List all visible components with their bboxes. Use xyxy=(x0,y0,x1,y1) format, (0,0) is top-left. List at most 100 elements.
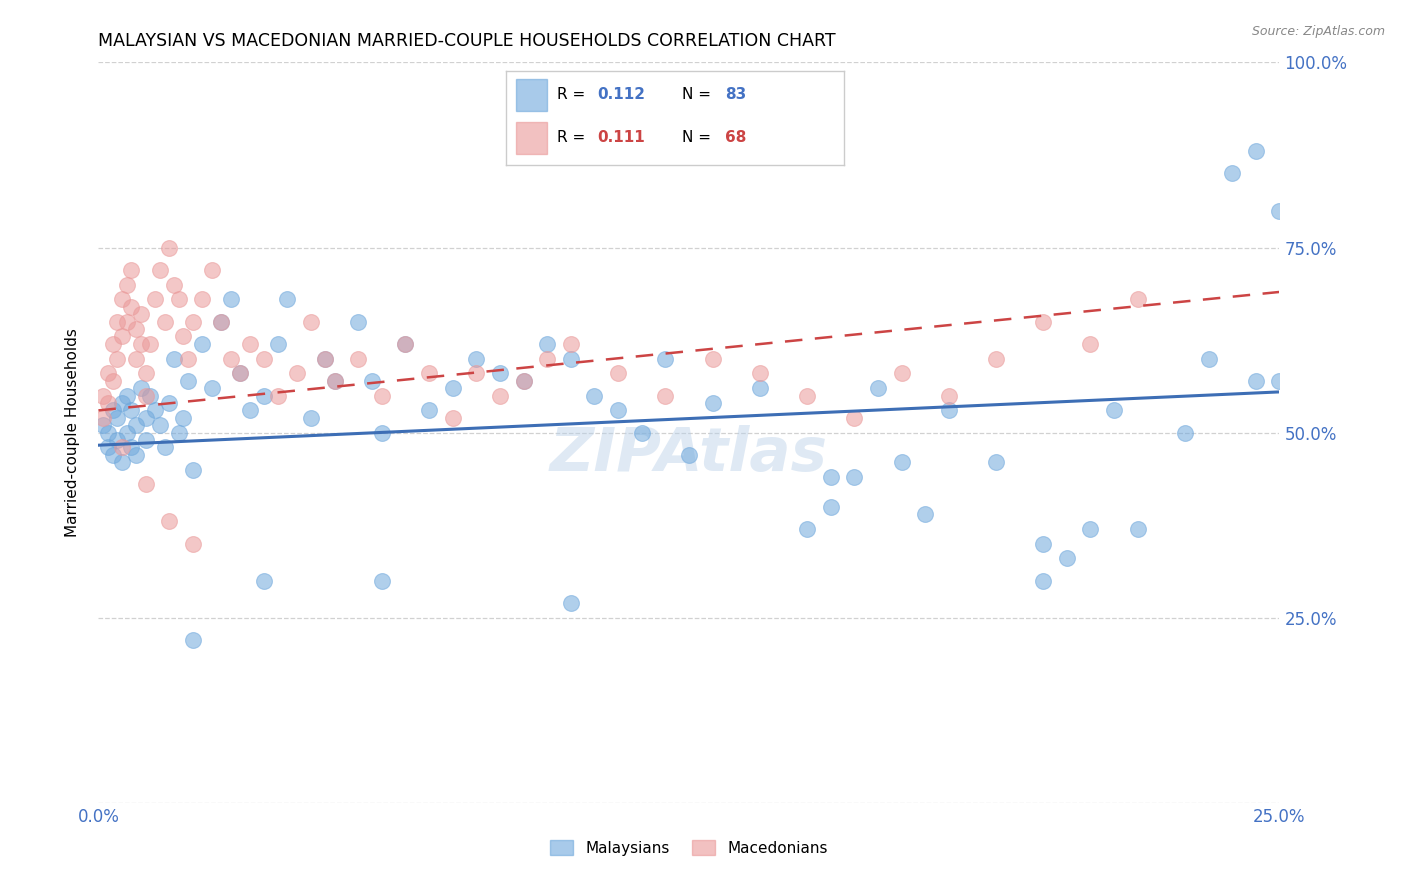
Point xyxy=(181,536,204,550)
Point xyxy=(229,367,252,381)
Point xyxy=(111,396,134,410)
Point xyxy=(1268,374,1291,388)
Point xyxy=(394,336,416,351)
Point xyxy=(101,374,124,388)
Point xyxy=(121,262,143,277)
Point xyxy=(157,240,180,255)
Point xyxy=(267,336,290,351)
Point xyxy=(394,336,416,351)
Point xyxy=(914,507,936,521)
Point xyxy=(121,403,143,417)
Point xyxy=(139,388,162,402)
Point xyxy=(984,351,1007,366)
Point xyxy=(465,351,488,366)
Point xyxy=(323,374,346,388)
Point xyxy=(314,351,336,366)
Point xyxy=(512,374,534,388)
Point xyxy=(748,381,770,395)
Point xyxy=(143,403,166,417)
Point xyxy=(1080,336,1102,351)
Point xyxy=(299,314,322,328)
Point xyxy=(125,322,148,336)
Point xyxy=(153,314,176,328)
Point xyxy=(253,388,276,402)
Point xyxy=(371,574,394,588)
Text: N =: N = xyxy=(682,130,716,145)
Point xyxy=(276,293,298,307)
Point xyxy=(121,300,143,314)
Point xyxy=(229,367,252,381)
Point xyxy=(101,336,124,351)
Point xyxy=(441,381,464,395)
Text: R =: R = xyxy=(557,130,591,145)
Point xyxy=(347,351,370,366)
Point xyxy=(890,455,912,469)
Point xyxy=(172,410,194,425)
Point xyxy=(1080,522,1102,536)
Point xyxy=(181,462,204,476)
Point xyxy=(177,374,200,388)
Point xyxy=(253,351,276,366)
Point xyxy=(371,388,394,402)
Point xyxy=(172,329,194,343)
Point xyxy=(153,441,176,455)
Point xyxy=(866,381,889,395)
Point xyxy=(1126,522,1149,536)
Point xyxy=(163,351,186,366)
Point xyxy=(560,351,582,366)
Point xyxy=(111,293,134,307)
Point xyxy=(97,425,120,440)
Point xyxy=(938,403,960,417)
Point xyxy=(820,500,842,514)
Point xyxy=(1126,293,1149,307)
Point xyxy=(111,455,134,469)
Legend: Malaysians, Macedonians: Malaysians, Macedonians xyxy=(544,834,834,862)
Point xyxy=(583,388,606,402)
Point xyxy=(167,293,190,307)
Point xyxy=(219,293,242,307)
Point xyxy=(219,351,242,366)
Point xyxy=(267,388,290,402)
Point xyxy=(702,396,724,410)
Point xyxy=(607,403,630,417)
Point xyxy=(536,336,558,351)
Point xyxy=(111,441,134,455)
Point xyxy=(323,374,346,388)
Point xyxy=(139,336,162,351)
Point xyxy=(129,381,152,395)
Point xyxy=(105,314,128,328)
Text: R =: R = xyxy=(557,87,591,103)
Point xyxy=(1244,374,1267,388)
Point xyxy=(91,410,114,425)
Point xyxy=(181,632,204,647)
Point xyxy=(191,293,214,307)
Point xyxy=(1198,351,1220,366)
Point xyxy=(149,262,172,277)
Point xyxy=(465,367,488,381)
Point xyxy=(1268,203,1291,218)
Point xyxy=(143,293,166,307)
Point xyxy=(125,351,148,366)
Point xyxy=(181,314,204,328)
Point xyxy=(157,396,180,410)
Point xyxy=(299,410,322,425)
Point xyxy=(984,455,1007,469)
Point xyxy=(560,336,582,351)
Point xyxy=(441,410,464,425)
Point xyxy=(157,515,180,529)
Point xyxy=(201,262,224,277)
Point xyxy=(105,433,128,447)
Point xyxy=(1032,314,1054,328)
Point xyxy=(820,470,842,484)
Text: 83: 83 xyxy=(725,87,747,103)
Point xyxy=(115,277,138,292)
Point xyxy=(361,374,384,388)
Point xyxy=(239,336,262,351)
Point xyxy=(796,388,818,402)
Point xyxy=(702,351,724,366)
Point xyxy=(163,277,186,292)
Point xyxy=(135,477,157,491)
Point xyxy=(115,425,138,440)
Point xyxy=(125,418,148,433)
Point xyxy=(630,425,652,440)
